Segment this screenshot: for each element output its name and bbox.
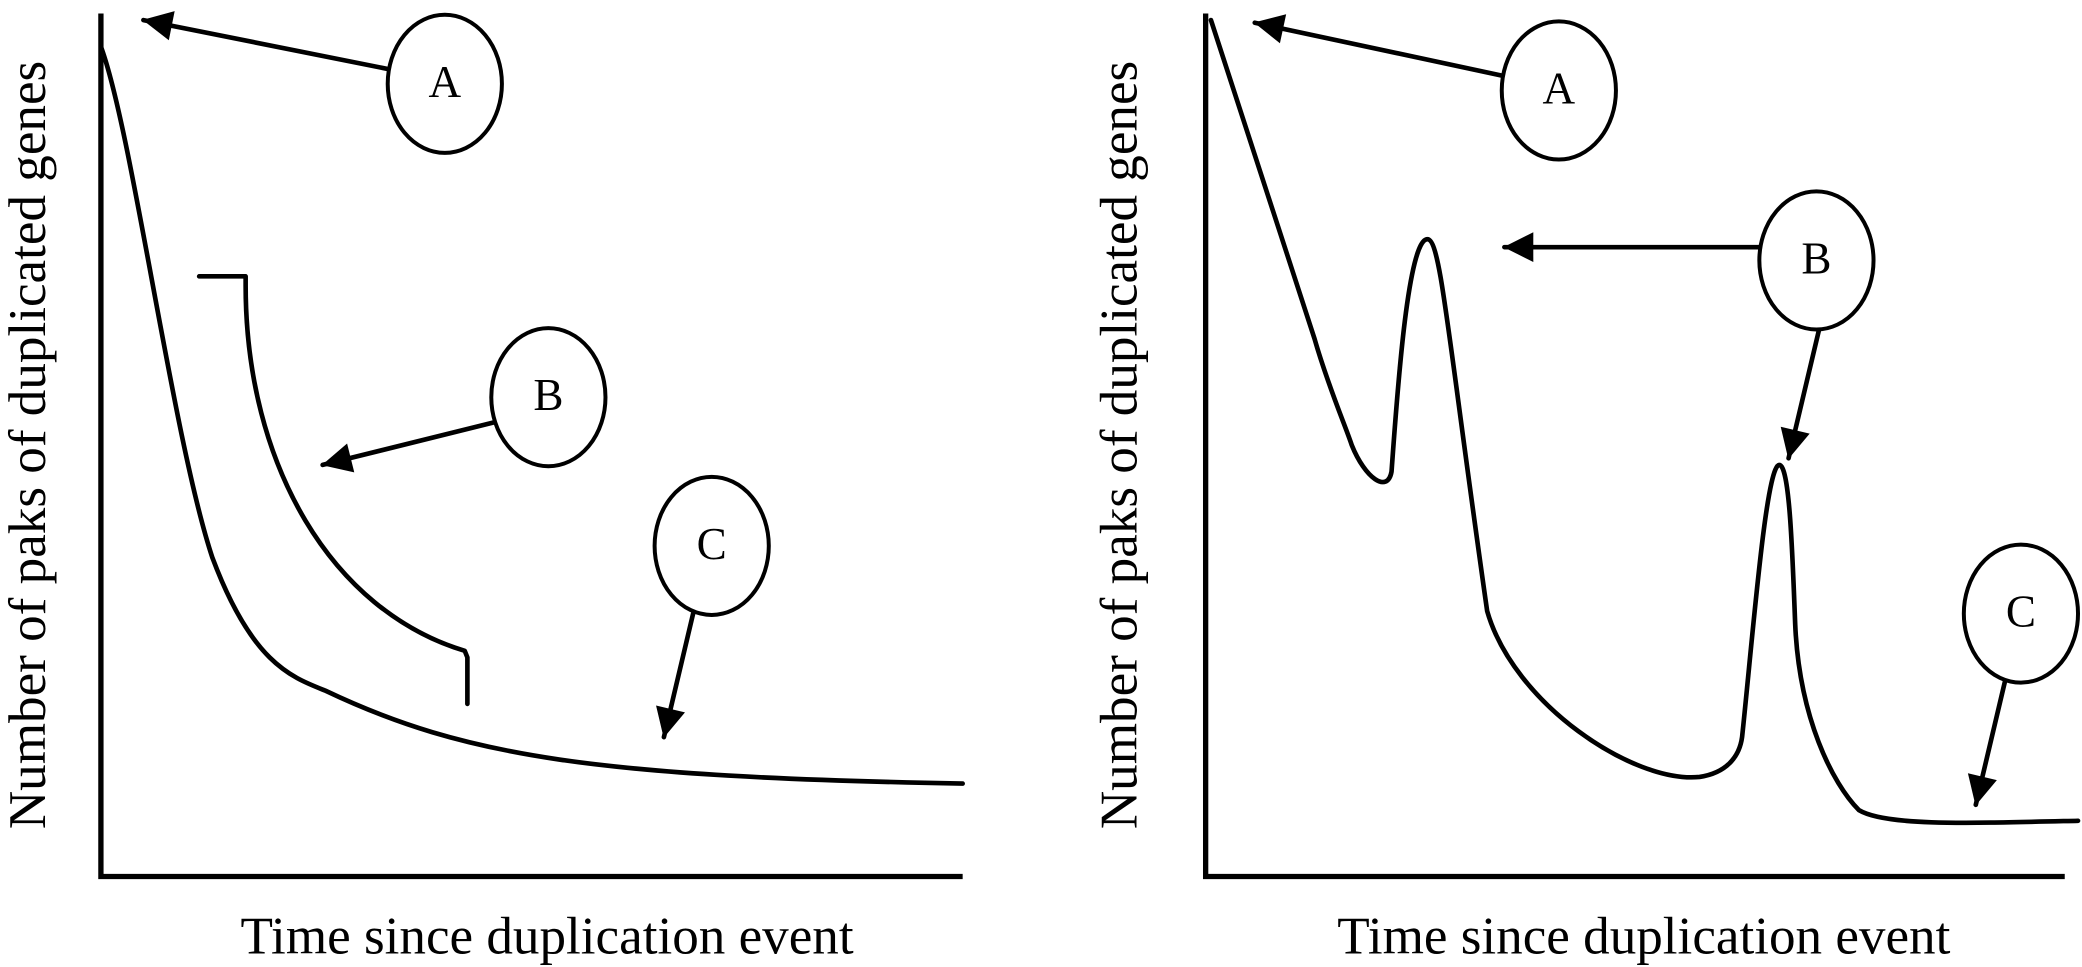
callout-label: A: [1543, 63, 1576, 113]
callout-bubble: [1499, 19, 1618, 162]
callout-bubble: [652, 474, 771, 617]
x-axis-label: Time since duplication event: [1337, 908, 1950, 966]
axes: [1202, 13, 2065, 880]
oscillating-curve: [1208, 17, 2081, 826]
axes: [98, 13, 963, 880]
callout-bubble: [489, 326, 608, 469]
arrow: [141, 11, 392, 72]
arrow: [1780, 327, 1822, 461]
panel-1: A B C Time since duplication event Numbe…: [0, 11, 965, 966]
callout-label: B: [533, 370, 563, 420]
decay-curve: [98, 44, 965, 786]
panel-2: A B C Time since duplication event Numbe…: [1091, 13, 2081, 966]
callout-bubble: [1961, 542, 2081, 685]
callout-label: A: [429, 57, 462, 107]
x-axis-label: Time since duplication event: [240, 908, 853, 966]
callout-bubble: [1757, 189, 1876, 332]
callout-label: B: [1801, 233, 1831, 283]
y-axis-label: Number of paks of duplicated genes: [1091, 61, 1149, 829]
callout-label: C: [2006, 587, 2036, 637]
arrow: [320, 420, 497, 473]
callout-label: C: [697, 519, 727, 569]
callout-bubble: [385, 12, 504, 155]
bracket: [196, 274, 470, 707]
y-axis-label: Number of paks of duplicated genes: [0, 61, 57, 829]
arrow: [1967, 679, 2008, 808]
arrow: [656, 611, 696, 740]
arrow: [1252, 14, 1506, 79]
